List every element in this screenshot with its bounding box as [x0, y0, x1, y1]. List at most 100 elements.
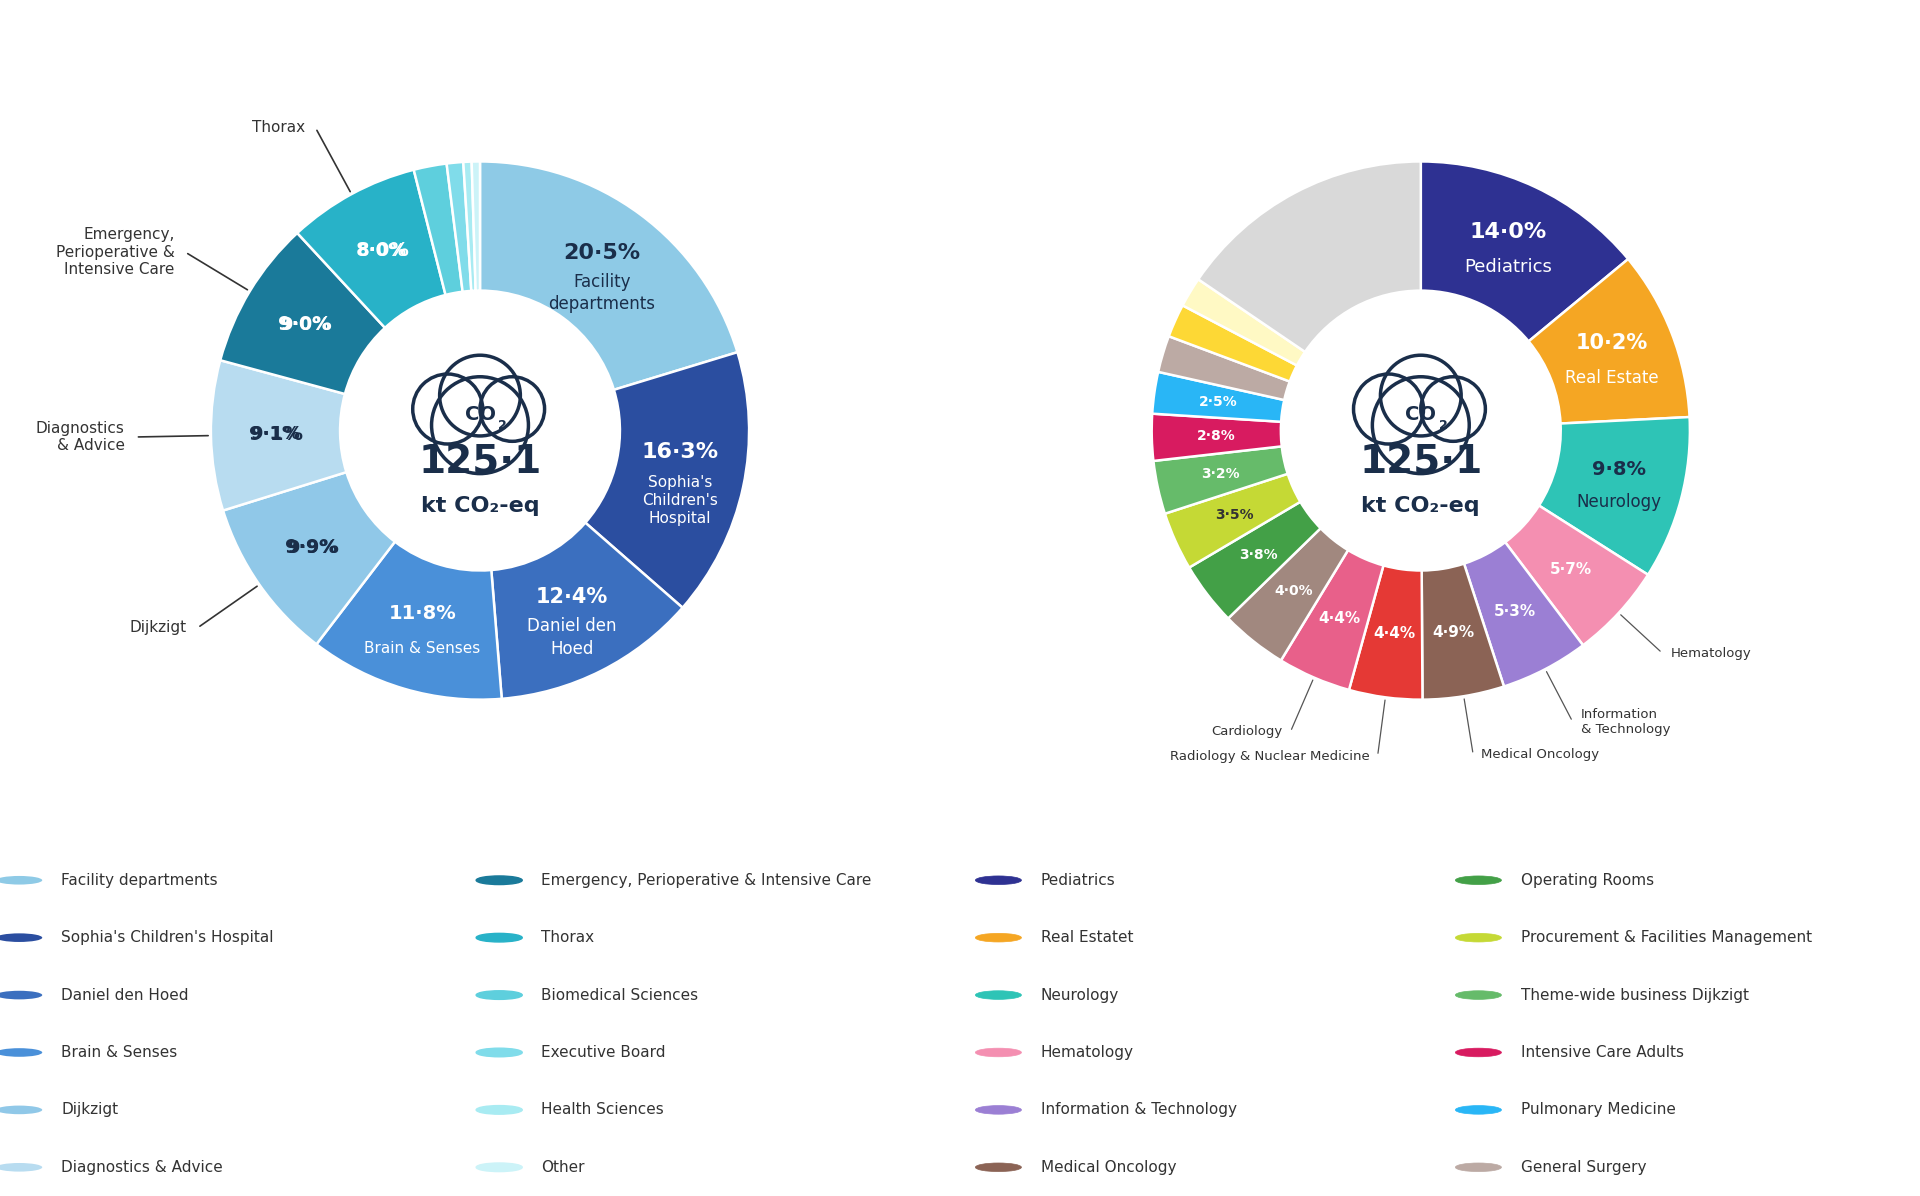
Circle shape	[1455, 1163, 1501, 1172]
Text: Sophia's
Children's
Hospital: Sophia's Children's Hospital	[641, 475, 718, 526]
Wedge shape	[1158, 336, 1290, 399]
Circle shape	[0, 933, 42, 942]
Circle shape	[1455, 1048, 1501, 1057]
Text: 125·1: 125·1	[1359, 444, 1482, 482]
Text: 9·9%: 9·9%	[288, 538, 338, 556]
Circle shape	[476, 1163, 522, 1172]
Wedge shape	[463, 161, 476, 291]
Circle shape	[413, 374, 482, 444]
Wedge shape	[1505, 506, 1647, 646]
Circle shape	[1455, 990, 1501, 1000]
Text: 16·3%: 16·3%	[641, 443, 718, 462]
Text: Daniel den Hoed: Daniel den Hoed	[61, 988, 188, 1002]
Text: 4·4%: 4·4%	[1373, 626, 1415, 641]
Circle shape	[1455, 933, 1501, 942]
Text: Diagnostics & Advice: Diagnostics & Advice	[61, 1160, 223, 1174]
Circle shape	[1455, 1105, 1501, 1115]
Wedge shape	[1350, 566, 1423, 700]
Wedge shape	[586, 352, 749, 608]
Text: 9·8%: 9·8%	[1592, 459, 1645, 478]
Wedge shape	[1465, 542, 1584, 687]
Text: 3·5%: 3·5%	[1215, 508, 1254, 521]
Circle shape	[975, 1048, 1021, 1057]
Text: 10·2%: 10·2%	[1574, 332, 1647, 353]
Text: 4·9%: 4·9%	[1432, 626, 1475, 640]
Circle shape	[445, 379, 515, 450]
Text: Facility departments: Facility departments	[61, 873, 219, 887]
FancyBboxPatch shape	[438, 417, 522, 439]
Wedge shape	[1169, 305, 1296, 382]
Text: Hematology: Hematology	[1041, 1045, 1133, 1060]
Wedge shape	[1188, 502, 1321, 618]
Circle shape	[0, 1163, 42, 1172]
Wedge shape	[1165, 474, 1300, 568]
Text: Intensive Care Adults: Intensive Care Adults	[1521, 1045, 1684, 1060]
Wedge shape	[317, 542, 501, 700]
Circle shape	[1373, 377, 1469, 474]
Text: Pediatrics: Pediatrics	[1463, 258, 1551, 276]
Wedge shape	[447, 161, 470, 292]
Text: 9·9%: 9·9%	[286, 538, 340, 557]
Circle shape	[480, 377, 545, 441]
Text: 9·0%: 9·0%	[278, 316, 332, 334]
Circle shape	[1386, 379, 1455, 450]
Wedge shape	[1421, 563, 1503, 700]
Text: 11·8%: 11·8%	[388, 604, 457, 623]
Wedge shape	[1152, 414, 1283, 460]
Circle shape	[975, 933, 1021, 942]
Circle shape	[975, 1105, 1021, 1115]
Text: Medical Oncology: Medical Oncology	[1041, 1160, 1177, 1174]
Text: 4·0%: 4·0%	[1275, 584, 1313, 598]
Text: Thorax: Thorax	[541, 930, 595, 945]
Text: 14·0%: 14·0%	[1469, 222, 1546, 242]
Text: Real Estatet: Real Estatet	[1041, 930, 1133, 945]
Text: Pulmonary Medicine: Pulmonary Medicine	[1521, 1103, 1676, 1117]
Text: 9·0%: 9·0%	[280, 316, 330, 334]
Text: 8·0%: 8·0%	[357, 242, 407, 260]
Circle shape	[476, 1105, 522, 1115]
Circle shape	[1354, 374, 1423, 444]
FancyBboxPatch shape	[1379, 417, 1463, 439]
Text: 9·1%: 9·1%	[250, 426, 301, 444]
Wedge shape	[413, 164, 463, 295]
Circle shape	[0, 1105, 42, 1115]
Wedge shape	[492, 523, 684, 698]
Circle shape	[476, 875, 522, 885]
Wedge shape	[1421, 161, 1628, 341]
Text: Brain & Senses: Brain & Senses	[61, 1045, 179, 1060]
Text: Facility
departments: Facility departments	[549, 273, 655, 313]
Circle shape	[0, 990, 42, 1000]
Circle shape	[1380, 355, 1461, 437]
Text: Radiology & Nuclear Medicine: Radiology & Nuclear Medicine	[1169, 750, 1369, 763]
Text: Neurology: Neurology	[1041, 988, 1119, 1002]
Text: Emergency, Perioperative & Intensive Care: Emergency, Perioperative & Intensive Car…	[541, 873, 872, 887]
Text: Emergency,
Perioperative &
Intensive Care: Emergency, Perioperative & Intensive Car…	[56, 227, 175, 277]
Text: 2·8%: 2·8%	[1196, 428, 1236, 443]
Text: Dijkzigt: Dijkzigt	[61, 1103, 119, 1117]
Text: Thorax: Thorax	[252, 121, 305, 135]
Text: Theme-wide business Dijkzigt: Theme-wide business Dijkzigt	[1521, 988, 1749, 1002]
Text: kt CO₂-eq: kt CO₂-eq	[1361, 496, 1480, 515]
Wedge shape	[1152, 372, 1284, 422]
Wedge shape	[1154, 446, 1288, 514]
Wedge shape	[211, 360, 346, 511]
Text: Procurement & Facilities Management: Procurement & Facilities Management	[1521, 930, 1812, 945]
Wedge shape	[1528, 260, 1690, 423]
Circle shape	[432, 377, 528, 474]
Circle shape	[476, 933, 522, 942]
Text: Other: Other	[541, 1160, 586, 1174]
Text: kt CO₂-eq: kt CO₂-eq	[420, 496, 540, 515]
Wedge shape	[1183, 280, 1306, 366]
Text: 3·8%: 3·8%	[1238, 548, 1277, 562]
Text: 8·0%: 8·0%	[355, 242, 409, 261]
Text: Neurology: Neurology	[1576, 493, 1661, 511]
Text: CO: CO	[1405, 405, 1436, 423]
Text: Health Sciences: Health Sciences	[541, 1103, 664, 1117]
Text: Pediatrics: Pediatrics	[1041, 873, 1116, 887]
Circle shape	[1455, 875, 1501, 885]
Circle shape	[440, 355, 520, 437]
Text: Sophia's Children's Hospital: Sophia's Children's Hospital	[61, 930, 275, 945]
Text: 3·2%: 3·2%	[1202, 466, 1240, 481]
Wedge shape	[223, 472, 396, 645]
Text: Brain & Senses: Brain & Senses	[365, 641, 480, 655]
